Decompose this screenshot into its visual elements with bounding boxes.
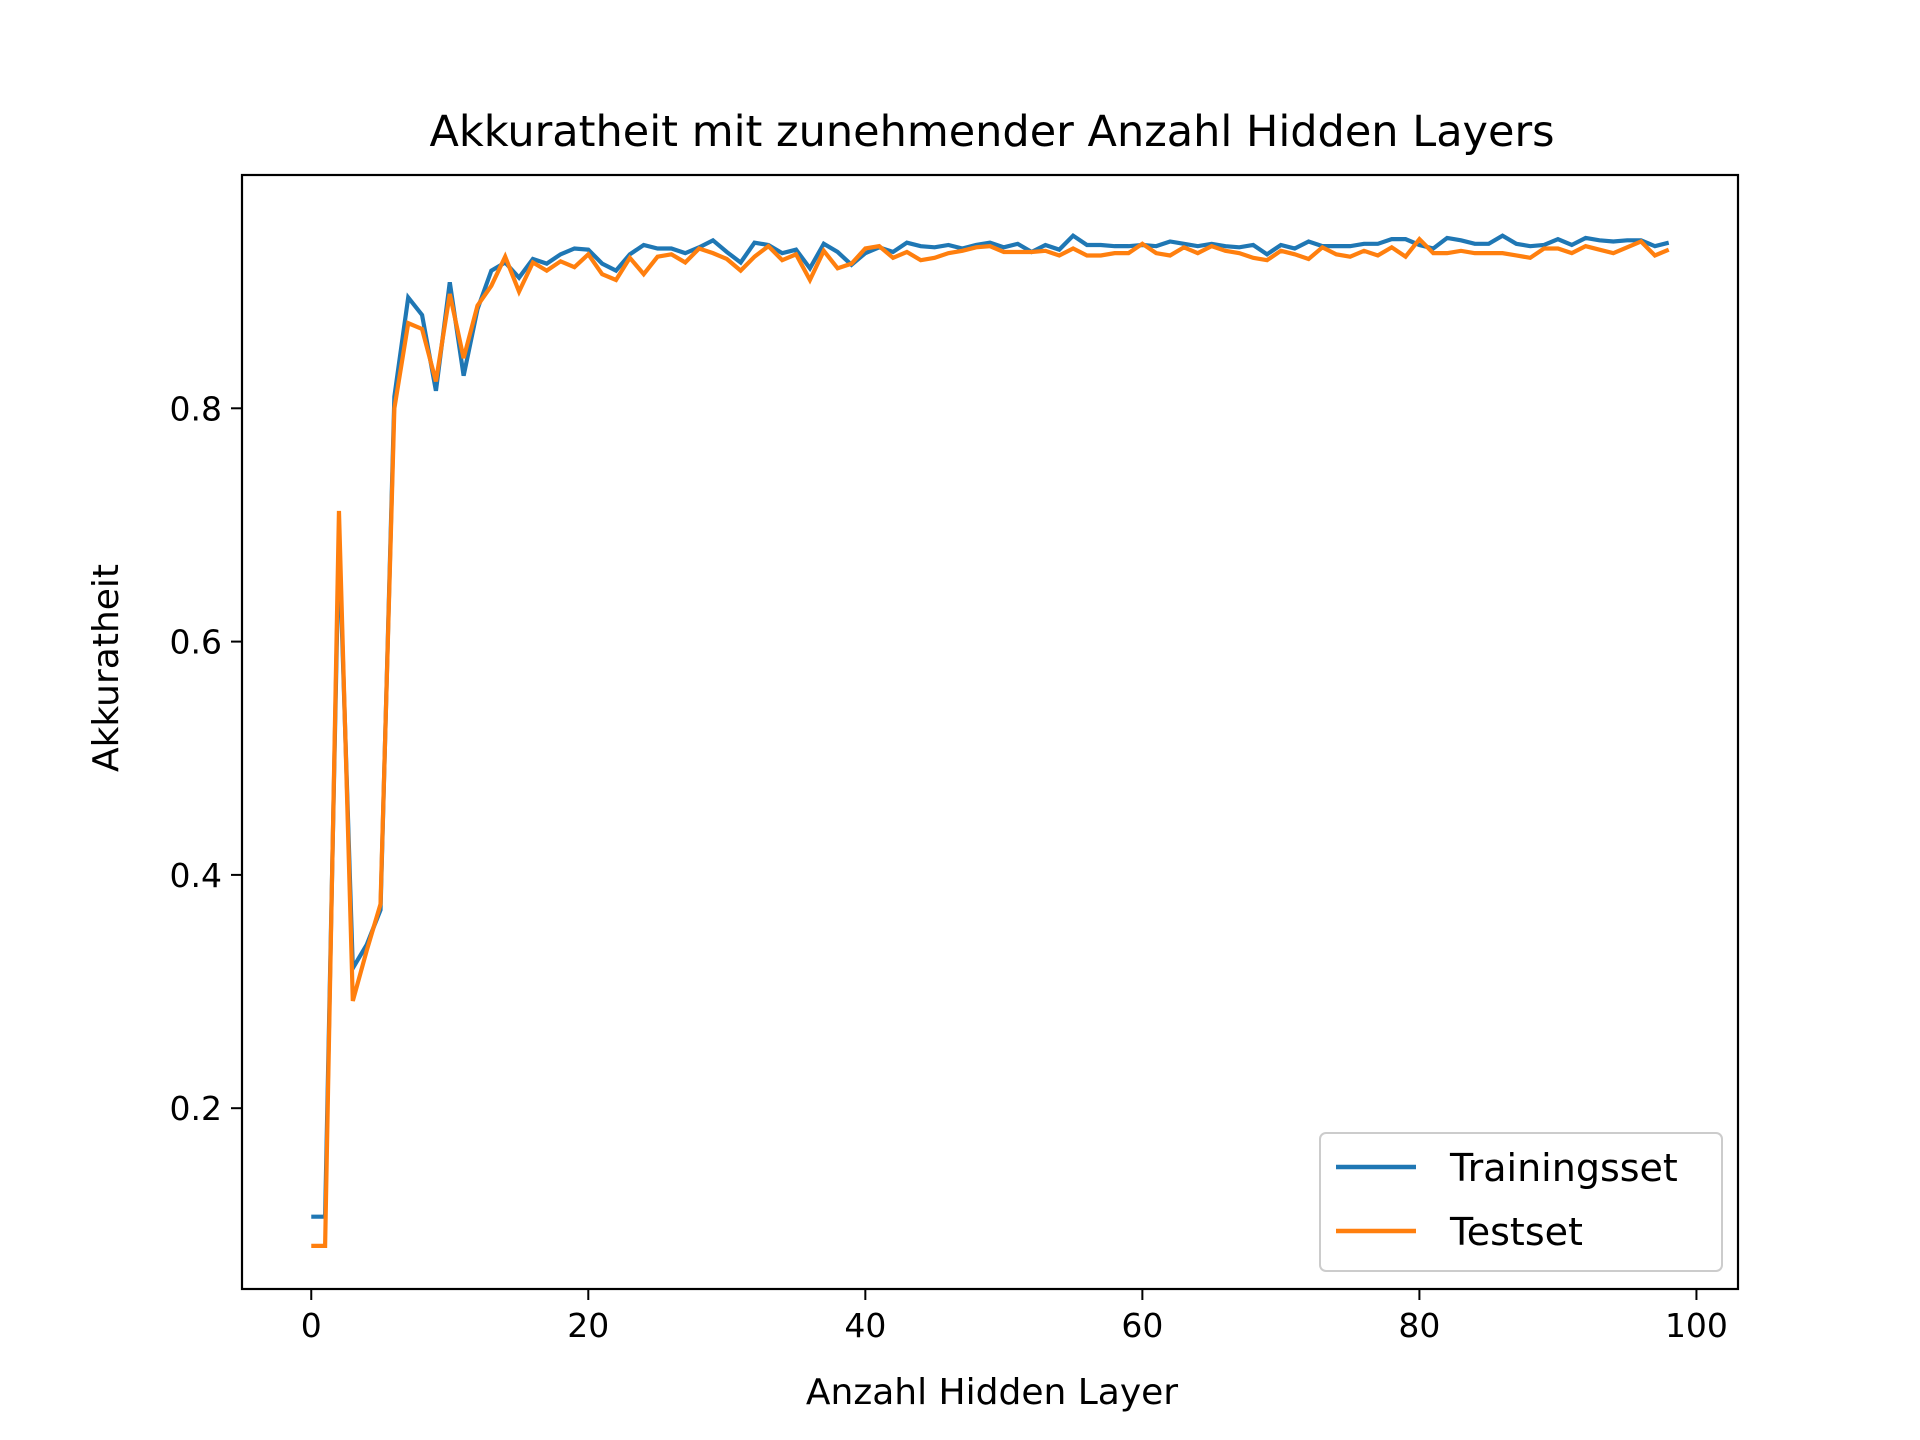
plot-area xyxy=(240,173,1740,1291)
y-tick-label: 0.8 xyxy=(170,389,222,428)
y-tick-label: 0.2 xyxy=(170,1089,222,1128)
x-axis-label: Anzahl Hidden Layer xyxy=(806,1372,1178,1413)
legend-label-testset: Testset xyxy=(1449,1210,1583,1254)
x-axis: 0 20 40 60 80 100 xyxy=(301,1289,1728,1345)
x-tick-label: 20 xyxy=(567,1306,609,1345)
y-axis: 0.2 0.4 0.6 0.8 xyxy=(170,389,242,1128)
x-tick-label: 40 xyxy=(844,1306,886,1345)
y-axis-label: Akkuratheit xyxy=(86,564,127,772)
legend-label-trainingsset: Trainingsset xyxy=(1449,1146,1678,1190)
legend: Trainingsset Testset xyxy=(1319,1132,1723,1272)
x-tick-label: 60 xyxy=(1121,1306,1163,1345)
axes-frame xyxy=(240,173,1740,1291)
series-line-trainingsset xyxy=(311,232,1670,1219)
x-tick-label: 100 xyxy=(1665,1306,1728,1345)
y-tick-label: 0.6 xyxy=(170,623,222,662)
series-layer xyxy=(311,232,1670,1248)
y-tick-label: 0.4 xyxy=(170,856,222,895)
series-line-testset xyxy=(311,235,1670,1248)
x-tick-label: 0 xyxy=(301,1306,322,1345)
chart-title: Akkuratheit mit zunehmender Anzahl Hidde… xyxy=(429,107,1554,157)
x-tick-label: 80 xyxy=(1398,1306,1440,1345)
legend-box xyxy=(1319,1132,1723,1272)
